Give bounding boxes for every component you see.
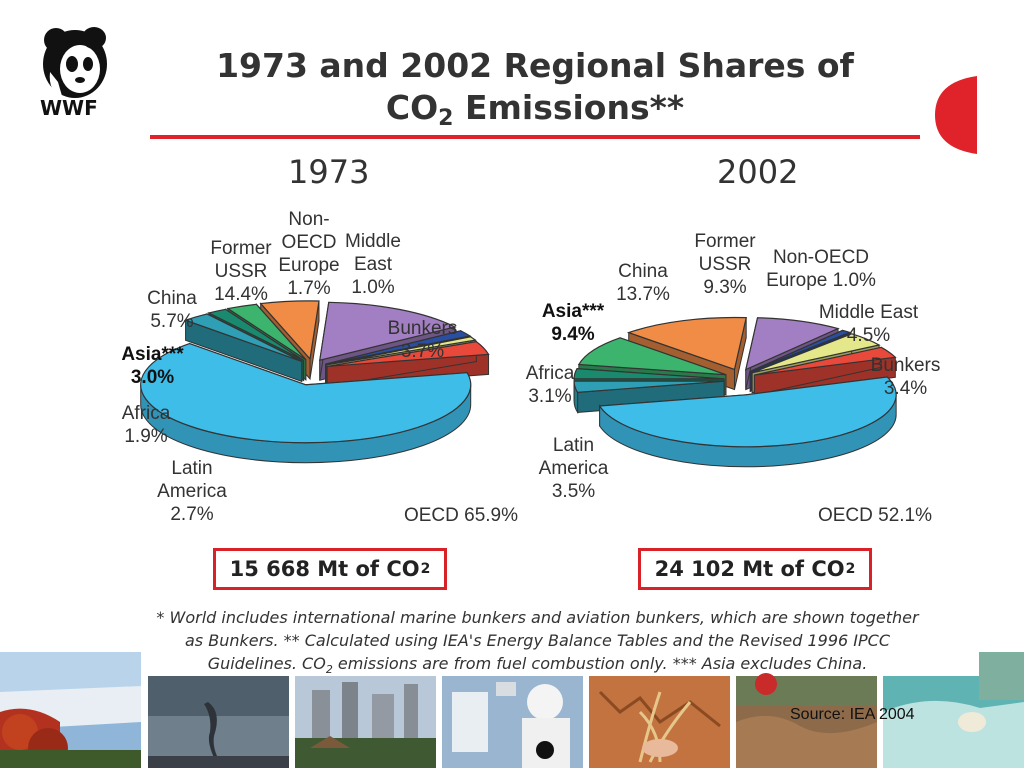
photo-flood xyxy=(736,673,877,768)
photo-power-plant xyxy=(295,676,436,768)
wwf-panda-logo xyxy=(43,27,107,98)
label-1973-china: China 5.7% xyxy=(147,288,197,332)
footnote-line-3: Guidelines. CO2 emissions are from fuel … xyxy=(207,654,868,677)
slice-1973-bunkers xyxy=(326,340,490,388)
label-1973-africa: Africa 1.9% xyxy=(121,403,171,447)
label-2002-middle-east: Middle East 4.5% xyxy=(818,302,919,346)
source-credit: Source: IEA 2004 xyxy=(790,706,915,723)
label-2002-africa: Africa 3.1% xyxy=(525,363,575,407)
slice-1973-oecd xyxy=(140,342,472,464)
label-2002-bunkers: Bunkers 3.4% xyxy=(870,355,941,399)
label-1973-non-oecd-europe: Non- OECD Europe 1.7% xyxy=(278,209,340,299)
photo-polar-bear-ice xyxy=(883,652,1024,768)
photo-strip xyxy=(0,652,1024,768)
photo-tornado xyxy=(148,676,289,768)
title-divider xyxy=(150,135,920,139)
photo-glacier xyxy=(0,652,141,768)
label-1973-middle-east: Middle East 1.0% xyxy=(345,231,401,298)
wwf-logo-text: WWF xyxy=(40,96,98,120)
footnote-line-2: as Bunkers. ** Calculated using IEA's En… xyxy=(184,631,891,650)
slice-2002-bunkers xyxy=(753,346,897,396)
footnote-line-1: * World includes international marine bu… xyxy=(156,608,919,627)
photo-polar-bear-protest xyxy=(442,676,583,768)
red-corner-tab xyxy=(935,76,995,154)
label-1973-asia: Asia*** 3.0% xyxy=(121,344,184,388)
label-2002-latin-america: Latin America 3.5% xyxy=(538,435,609,502)
label-2002-non-oecd-europe: Non-OECD Europe 1.0% xyxy=(766,247,876,291)
label-2002-asia: Asia*** 9.4% xyxy=(541,301,605,345)
total-2002: 24 102 Mt of CO 2 xyxy=(638,548,872,590)
pie-charts-canvas xyxy=(140,300,897,468)
label-1973-former-ussr: Former USSR 14.4% xyxy=(210,238,272,305)
slice-1973-latin-america xyxy=(183,313,303,383)
footnote: * World includes international marine bu… xyxy=(150,606,925,681)
chart-title-2002: 2002 xyxy=(717,153,799,191)
slide-title-line2: CO2 Emissions** xyxy=(385,88,685,131)
photo-dry-soil xyxy=(589,676,730,768)
slide-title-line1: 1973 and 2002 Regional Shares of xyxy=(216,46,854,85)
label-1973-oecd: OECD 65.9% xyxy=(403,505,518,526)
label-2002-china: China 13.7% xyxy=(616,261,670,305)
label-2002-former-ussr: Former USSR 9.3% xyxy=(694,231,756,298)
total-1973: 15 668 Mt of CO 2 xyxy=(213,548,447,590)
slice-2002-oecd xyxy=(598,376,897,468)
chart-title-1973: 1973 xyxy=(288,153,370,191)
label-1973-bunkers: Bunkers 3.7% xyxy=(387,318,458,362)
label-2002-oecd: OECD 52.1% xyxy=(817,505,932,526)
label-1973-latin-america: Latin America 2.7% xyxy=(157,458,227,525)
